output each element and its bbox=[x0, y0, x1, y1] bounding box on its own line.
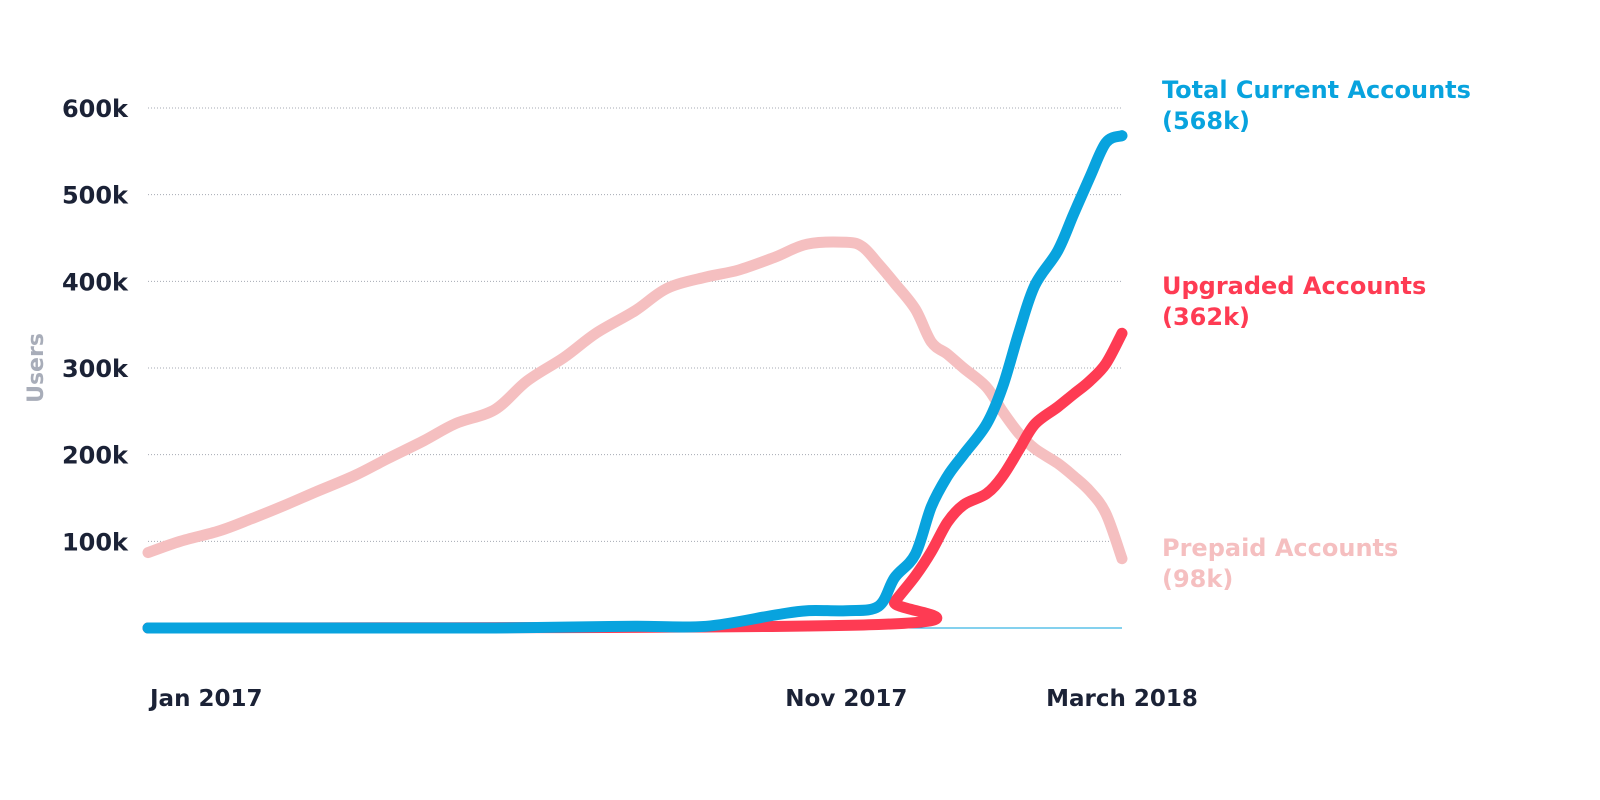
total-series-name: Total Current Accounts bbox=[1162, 76, 1471, 104]
y-tick-label: 100k bbox=[62, 528, 129, 556]
y-tick-label: 300k bbox=[62, 355, 129, 383]
y-tick-label: 200k bbox=[62, 442, 129, 470]
x-tick-label: Nov 2017 bbox=[785, 686, 907, 712]
upgraded-series-name: Upgraded Accounts bbox=[1162, 272, 1426, 300]
y-tick-label: 500k bbox=[62, 182, 129, 210]
prepaid-series-name: Prepaid Accounts bbox=[1162, 534, 1398, 562]
x-tick-label: March 2018 bbox=[1046, 686, 1198, 712]
upgraded-series-value: (362k) bbox=[1162, 303, 1250, 331]
y-tick-label: 600k bbox=[62, 95, 129, 123]
y-axis-label: Users bbox=[24, 333, 49, 403]
total-accounts-line bbox=[142, 130, 1128, 634]
y-tick-label: 400k bbox=[62, 268, 129, 296]
x-tick-label: Jan 2017 bbox=[148, 686, 262, 712]
prepaid-series-value: (98k) bbox=[1162, 565, 1233, 593]
y-axis-ticks: 100k 200k 300k 400k 500k 600k bbox=[62, 95, 129, 556]
prepaid-accounts-line bbox=[142, 236, 1128, 565]
x-axis-ticks: Jan 2017 Nov 2017 March 2018 bbox=[148, 686, 1198, 712]
total-series-value: (568k) bbox=[1162, 107, 1250, 135]
upgraded-accounts-line bbox=[142, 327, 1128, 634]
series-labels: Prepaid Accounts (98k) Upgraded Accounts (3… bbox=[1162, 76, 1471, 593]
series-lines bbox=[142, 130, 1128, 634]
grid-lines bbox=[148, 107, 1122, 629]
